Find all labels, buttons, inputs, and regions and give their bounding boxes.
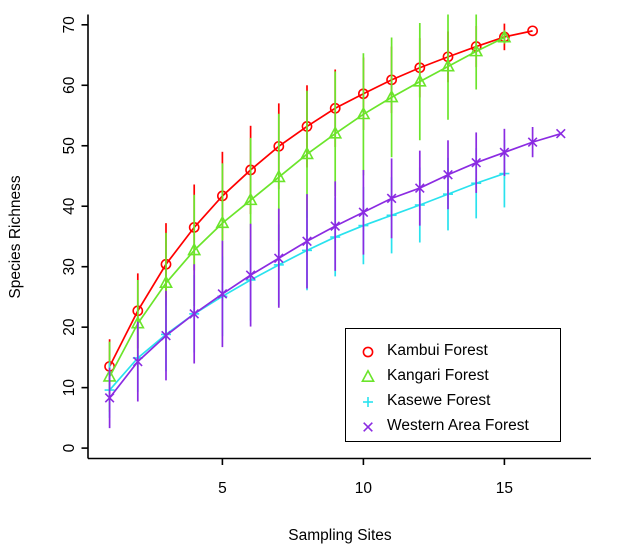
data-point-marker-western-area-forest [245, 270, 256, 281]
data-point-marker-kangari-forest [412, 73, 427, 87]
data-point-marker-western-area-forest [161, 330, 171, 341]
data-point-marker-kangari-forest [159, 275, 173, 289]
y-tick-label: 40 [61, 197, 78, 215]
data-point-marker-kangari-forest [215, 215, 230, 229]
data-point-marker-kangari-forest [271, 169, 286, 183]
series-line-kangari-forest [108, 36, 505, 378]
legend-item-kambui-forest: Kambui Forest [346, 339, 560, 364]
data-point-marker-kangari-forest [497, 29, 512, 43]
y-tick-label: 70 [61, 16, 78, 34]
data-point-marker-kangari-forest [243, 192, 258, 206]
legend-marker-shape [362, 346, 374, 357]
legend-item-label: Kambui Forest [387, 341, 488, 359]
data-point-marker-western-area-forest [386, 193, 397, 204]
y-axis-title: Species Richness [7, 175, 24, 299]
y-tick-label: 30 [61, 258, 78, 276]
data-point-marker-kambui-forest [527, 25, 538, 37]
data-point-marker-kangari-forest [384, 89, 399, 103]
data-point-marker-western-area-forest [189, 308, 200, 319]
y-tick-label: 10 [61, 379, 78, 397]
legend-item-western-area-forest: Western Area Forest [346, 414, 560, 439]
data-point-marker-kangari-forest [356, 106, 371, 120]
series-line-kambui-forest [108, 30, 533, 367]
data-point-marker-western-area-forest [499, 147, 510, 158]
open-triangle-legend-marker-icon [361, 368, 375, 382]
legend-marker-shape [363, 421, 373, 432]
x-tick-label: 15 [496, 480, 513, 497]
data-point-marker-western-area-forest [358, 207, 369, 218]
x-tick-label: 10 [355, 480, 373, 497]
data-point-marker-western-area-forest [302, 236, 312, 247]
data-point-marker-western-area-forest [273, 253, 284, 264]
data-point-marker-western-area-forest [217, 289, 228, 299]
data-point-marker-kangari-forest [469, 43, 484, 57]
data-point-marker-western-area-forest [443, 169, 453, 180]
legend-item-kasewe-forest: Kasewe Forest [346, 389, 560, 414]
plus-legend-marker-icon [363, 396, 373, 407]
legend-box: Kambui Forest Kangari Forest Kasewe Forest… [345, 328, 561, 442]
data-point-marker-kangari-forest [328, 125, 343, 139]
y-tick-label: 60 [61, 76, 78, 94]
legend-item-label: Western Area Forest [387, 416, 529, 434]
data-point-marker-western-area-forest [555, 128, 566, 139]
y-tick-label: 0 [61, 443, 78, 452]
legend-item-kangari-forest: Kangari Forest [346, 364, 560, 389]
y-tick-label: 20 [61, 318, 78, 336]
legend-marker-shape [363, 396, 373, 407]
data-point-marker-western-area-forest [527, 137, 538, 147]
legend-item-label: Kangari Forest [387, 366, 489, 384]
data-point-marker-western-area-forest [414, 183, 425, 193]
data-point-marker-kangari-forest [187, 242, 202, 256]
legend-item-label: Kasewe Forest [387, 391, 491, 409]
x-legend-marker-icon [363, 421, 373, 432]
data-point-marker-kangari-forest [441, 58, 455, 72]
data-point-marker-western-area-forest [104, 393, 115, 403]
data-point-marker-kangari-forest [300, 146, 314, 160]
y-tick-label: 50 [61, 137, 78, 155]
data-point-marker-western-area-forest [330, 221, 341, 232]
data-point-marker-western-area-forest [471, 157, 482, 168]
x-tick-label: 5 [218, 480, 227, 497]
x-axis-title: Sampling Sites [288, 527, 392, 544]
open-circle-legend-marker-icon [362, 346, 374, 357]
legend-marker-shape [361, 368, 375, 382]
data-point-marker-western-area-forest [132, 356, 143, 367]
